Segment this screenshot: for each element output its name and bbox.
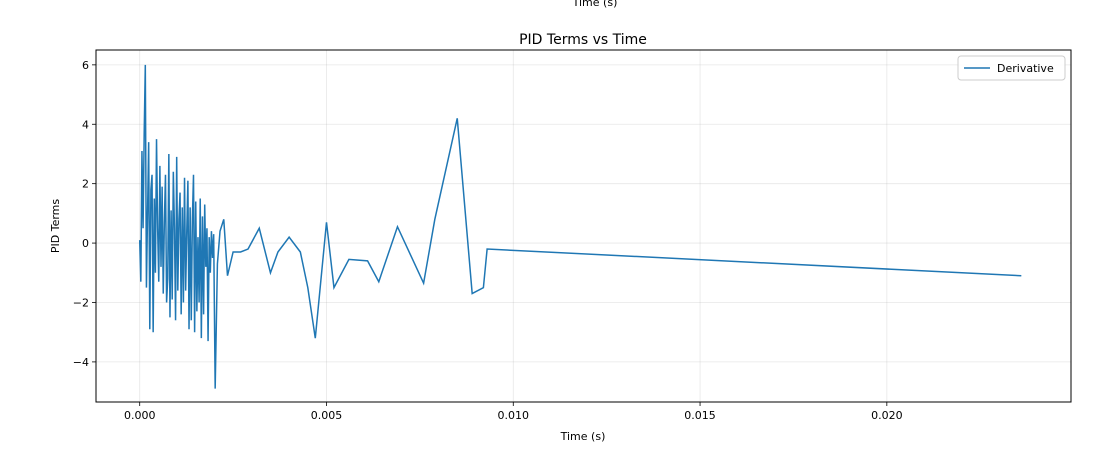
top-cutoff-label: Time (s) [572, 0, 618, 9]
x-axis-label: Time (s) [560, 430, 606, 443]
y-tick-label: 2 [82, 178, 89, 191]
legend: Derivative [957, 55, 1066, 81]
x-tick-label: 0.020 [871, 409, 903, 422]
y-tick-label: −4 [73, 356, 89, 369]
y-tick-label: 4 [82, 118, 89, 131]
x-tick-label: 0.010 [498, 409, 530, 422]
legend-label-derivative: Derivative [997, 62, 1054, 75]
x-tick-label: 0.000 [124, 409, 156, 422]
chart-title: PID Terms vs Time [519, 32, 647, 48]
plot-area [138, 64, 1022, 389]
y-tick-label: −2 [73, 296, 89, 309]
series-line-derivative [138, 64, 1022, 389]
x-tick-label: 0.015 [684, 409, 716, 422]
gridlines [96, 50, 1071, 402]
y-tick-label: 0 [82, 237, 89, 250]
x-tick-label: 0.005 [311, 409, 343, 422]
y-tick-label: 6 [82, 59, 89, 72]
plot-frame [95, 49, 1072, 403]
y-axis-ticks: −4 −2 0 2 4 6 [73, 59, 96, 369]
x-axis-ticks: 0.000 0.005 0.010 0.015 0.020 [124, 402, 903, 422]
legend-box [957, 55, 1066, 81]
y-axis-label: PID Terms [49, 199, 62, 254]
